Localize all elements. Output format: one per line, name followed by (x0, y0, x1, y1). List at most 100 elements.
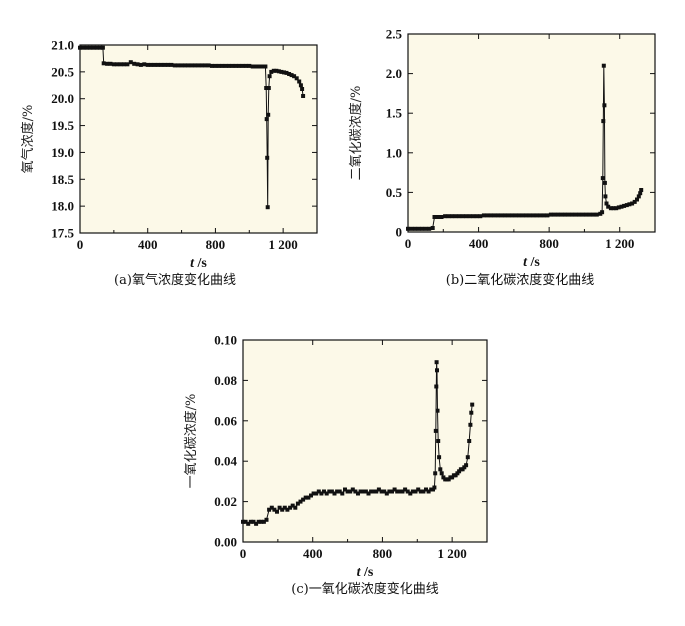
data-point (608, 206, 613, 211)
y-axis-title: 氧气浓度/% (20, 105, 36, 174)
data-point (384, 491, 389, 496)
y-tick-label: 0.08 (214, 373, 237, 388)
data-point (138, 62, 143, 67)
x-axis-unit: /s (361, 565, 374, 580)
data-point (288, 505, 293, 510)
data-point (264, 86, 269, 90)
data-point (408, 491, 413, 496)
data-point (570, 212, 575, 217)
data-point (435, 368, 439, 373)
data-point (397, 489, 402, 494)
data-point (435, 408, 440, 413)
data-point (101, 61, 106, 66)
y-tick-label: 20.5 (51, 64, 74, 79)
data-point (469, 410, 474, 415)
data-point (289, 73, 294, 78)
data-point (614, 206, 619, 211)
data-point (594, 212, 599, 217)
data-point (241, 519, 245, 524)
data-point (98, 45, 103, 50)
data-point (538, 213, 543, 218)
data-point (433, 471, 438, 476)
y-tick-label: 18.5 (51, 172, 74, 187)
data-point (566, 212, 571, 217)
data-point (88, 45, 93, 50)
y-tick-label: 17.5 (51, 226, 74, 241)
data-point (94, 45, 99, 50)
data-point (196, 63, 201, 68)
y-tick-label: 19.5 (51, 118, 74, 133)
data-point (246, 521, 251, 526)
x-axis-title: t /s (523, 255, 540, 270)
data-point (243, 63, 248, 68)
data-point (376, 487, 381, 492)
data-point (142, 62, 147, 67)
data-point (282, 70, 286, 75)
data-point (118, 62, 123, 67)
data-point (601, 63, 606, 68)
data-point (413, 226, 418, 231)
data-point (227, 63, 231, 68)
data-point (624, 203, 629, 208)
x-tick-label: 0 (77, 237, 84, 252)
data-point (548, 212, 553, 217)
x-axis-unit: /s (194, 256, 207, 271)
data-point (405, 489, 410, 494)
data-point (356, 491, 360, 496)
data-point (295, 501, 300, 506)
data-point (471, 214, 476, 219)
data-point (602, 103, 607, 108)
data-point (319, 491, 324, 496)
data-point (559, 212, 564, 217)
data-point (395, 489, 400, 494)
data-point (556, 212, 560, 217)
data-point (434, 360, 439, 365)
plot-area (242, 339, 488, 543)
data-point (290, 503, 295, 508)
data-point (135, 62, 140, 67)
data-point (266, 86, 271, 90)
data-point (619, 204, 624, 209)
y-tick-label: 0.00 (214, 535, 237, 550)
data-point (369, 489, 374, 494)
data-point (635, 197, 639, 202)
data-point (145, 62, 150, 67)
data-point (638, 191, 643, 196)
data-point (584, 212, 589, 217)
data-point (406, 226, 410, 231)
data-point (203, 63, 208, 68)
data-point (298, 499, 303, 504)
data-point (264, 117, 269, 122)
y-tick-label: 0.5 (386, 185, 403, 200)
data-point (499, 213, 504, 218)
data-point (410, 489, 415, 494)
data-point (427, 226, 432, 231)
data-point (206, 63, 211, 68)
x-tick-label: 1 200 (269, 237, 298, 252)
data-point (125, 62, 130, 67)
data-point (335, 489, 340, 494)
data-point (636, 194, 641, 199)
data-point (216, 63, 221, 68)
data-point (176, 63, 181, 68)
data-point (298, 83, 303, 88)
y-tick-label: 0.04 (214, 454, 237, 469)
data-point (233, 63, 238, 68)
chart-b: 0 400 800 1 200 0 0.5 1.0 1.5 2.0 2.5 t /s 二氧化碳浓度/%… (348, 27, 656, 288)
data-point (210, 63, 214, 68)
data-point (488, 213, 493, 218)
data-point (478, 214, 483, 219)
data-point (602, 180, 607, 185)
data-point (115, 62, 120, 67)
data-point (155, 62, 160, 67)
data-point (81, 45, 86, 50)
data-point (301, 94, 306, 98)
data-point (257, 64, 262, 69)
plot-area (79, 44, 318, 234)
data-point (284, 70, 289, 75)
data-point (358, 489, 363, 494)
data-point (314, 491, 319, 496)
data-point (277, 505, 282, 510)
data-point (630, 201, 635, 206)
data-point (162, 62, 167, 67)
